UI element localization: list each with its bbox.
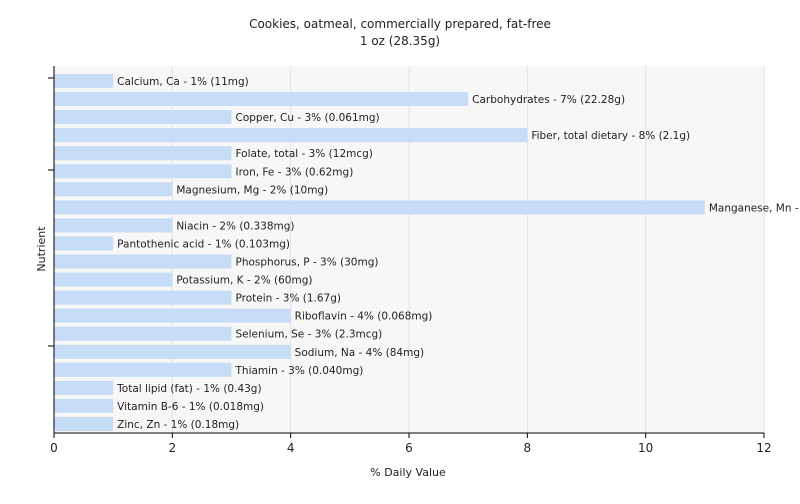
bar-label: Sodium, Na - 4% (84mg)	[295, 347, 424, 359]
bar-label: Protein - 3% (1.67g)	[236, 293, 342, 305]
axes: 0 2 4 6 8 10 12	[48, 66, 772, 455]
bar-label: Folate, total - 3% (12mcg)	[236, 148, 373, 160]
bars: Calcium, Ca - 1% (11mg) Carbohydrates - 7…	[54, 74, 800, 431]
bar-label: Phosphorus, P - 3% (30mg)	[236, 257, 379, 269]
bar	[54, 416, 114, 431]
bar	[54, 74, 114, 89]
grid-lines	[171, 66, 765, 433]
bar	[54, 200, 705, 215]
bar	[54, 110, 232, 125]
bar	[54, 326, 232, 341]
x-tick-label: 12	[756, 441, 771, 455]
x-tick-label: 0	[50, 441, 58, 455]
bar	[54, 164, 232, 179]
x-tick-label: 10	[638, 441, 653, 455]
bar-label: Zinc, Zn - 1% (0.18mg)	[117, 419, 239, 431]
bar	[54, 254, 232, 269]
bar	[54, 92, 469, 107]
bar-label: Total lipid (fat) - 1% (0.43g)	[116, 383, 261, 395]
x-tick-label: 4	[287, 441, 295, 455]
chart-title: Cookies, oatmeal, commercially prepared,…	[249, 17, 551, 31]
bar	[54, 218, 173, 233]
bar	[54, 362, 232, 377]
y-axis-label: Nutrient	[35, 226, 48, 272]
bar	[54, 182, 173, 197]
bar	[54, 128, 528, 143]
x-tick-label: 6	[405, 441, 413, 455]
bar	[54, 380, 114, 395]
bar-label: Selenium, Se - 3% (2.3mcg)	[236, 329, 383, 341]
x-axis-label: % Daily Value	[370, 466, 446, 479]
bar-label: Iron, Fe - 3% (0.62mg)	[236, 166, 354, 178]
bar-label: Thiamin - 3% (0.040mg)	[235, 365, 364, 377]
bar-label: Fiber, total dietary - 8% (2.1g)	[531, 130, 690, 142]
bar	[54, 398, 114, 413]
bar	[54, 236, 114, 251]
bar-label: Calcium, Ca - 1% (11mg)	[117, 76, 249, 88]
bar-label: Niacin - 2% (0.338mg)	[176, 220, 294, 232]
bar-label: Pantothenic acid - 1% (0.103mg)	[117, 238, 290, 250]
bar-label: Riboflavin - 4% (0.068mg)	[295, 311, 433, 323]
x-tick-label: 2	[169, 441, 177, 455]
bar	[54, 146, 232, 161]
bar-label: Manganese, Mn - 11% (0.225mg)	[709, 202, 800, 214]
bar	[54, 344, 291, 359]
bar-label: Copper, Cu - 3% (0.061mg)	[236, 112, 380, 124]
chart-subtitle: 1 oz (28.35g)	[360, 34, 440, 48]
bar-label: Magnesium, Mg - 2% (10mg)	[176, 184, 328, 196]
x-tick-label: 8	[524, 441, 532, 455]
bar-label: Potassium, K - 2% (60mg)	[176, 275, 312, 287]
bar	[54, 272, 173, 287]
bar-label: Vitamin B-6 - 1% (0.018mg)	[117, 401, 264, 413]
bar-label: Carbohydrates - 7% (22.28g)	[472, 94, 625, 106]
bar	[54, 290, 232, 305]
bar	[54, 308, 291, 323]
